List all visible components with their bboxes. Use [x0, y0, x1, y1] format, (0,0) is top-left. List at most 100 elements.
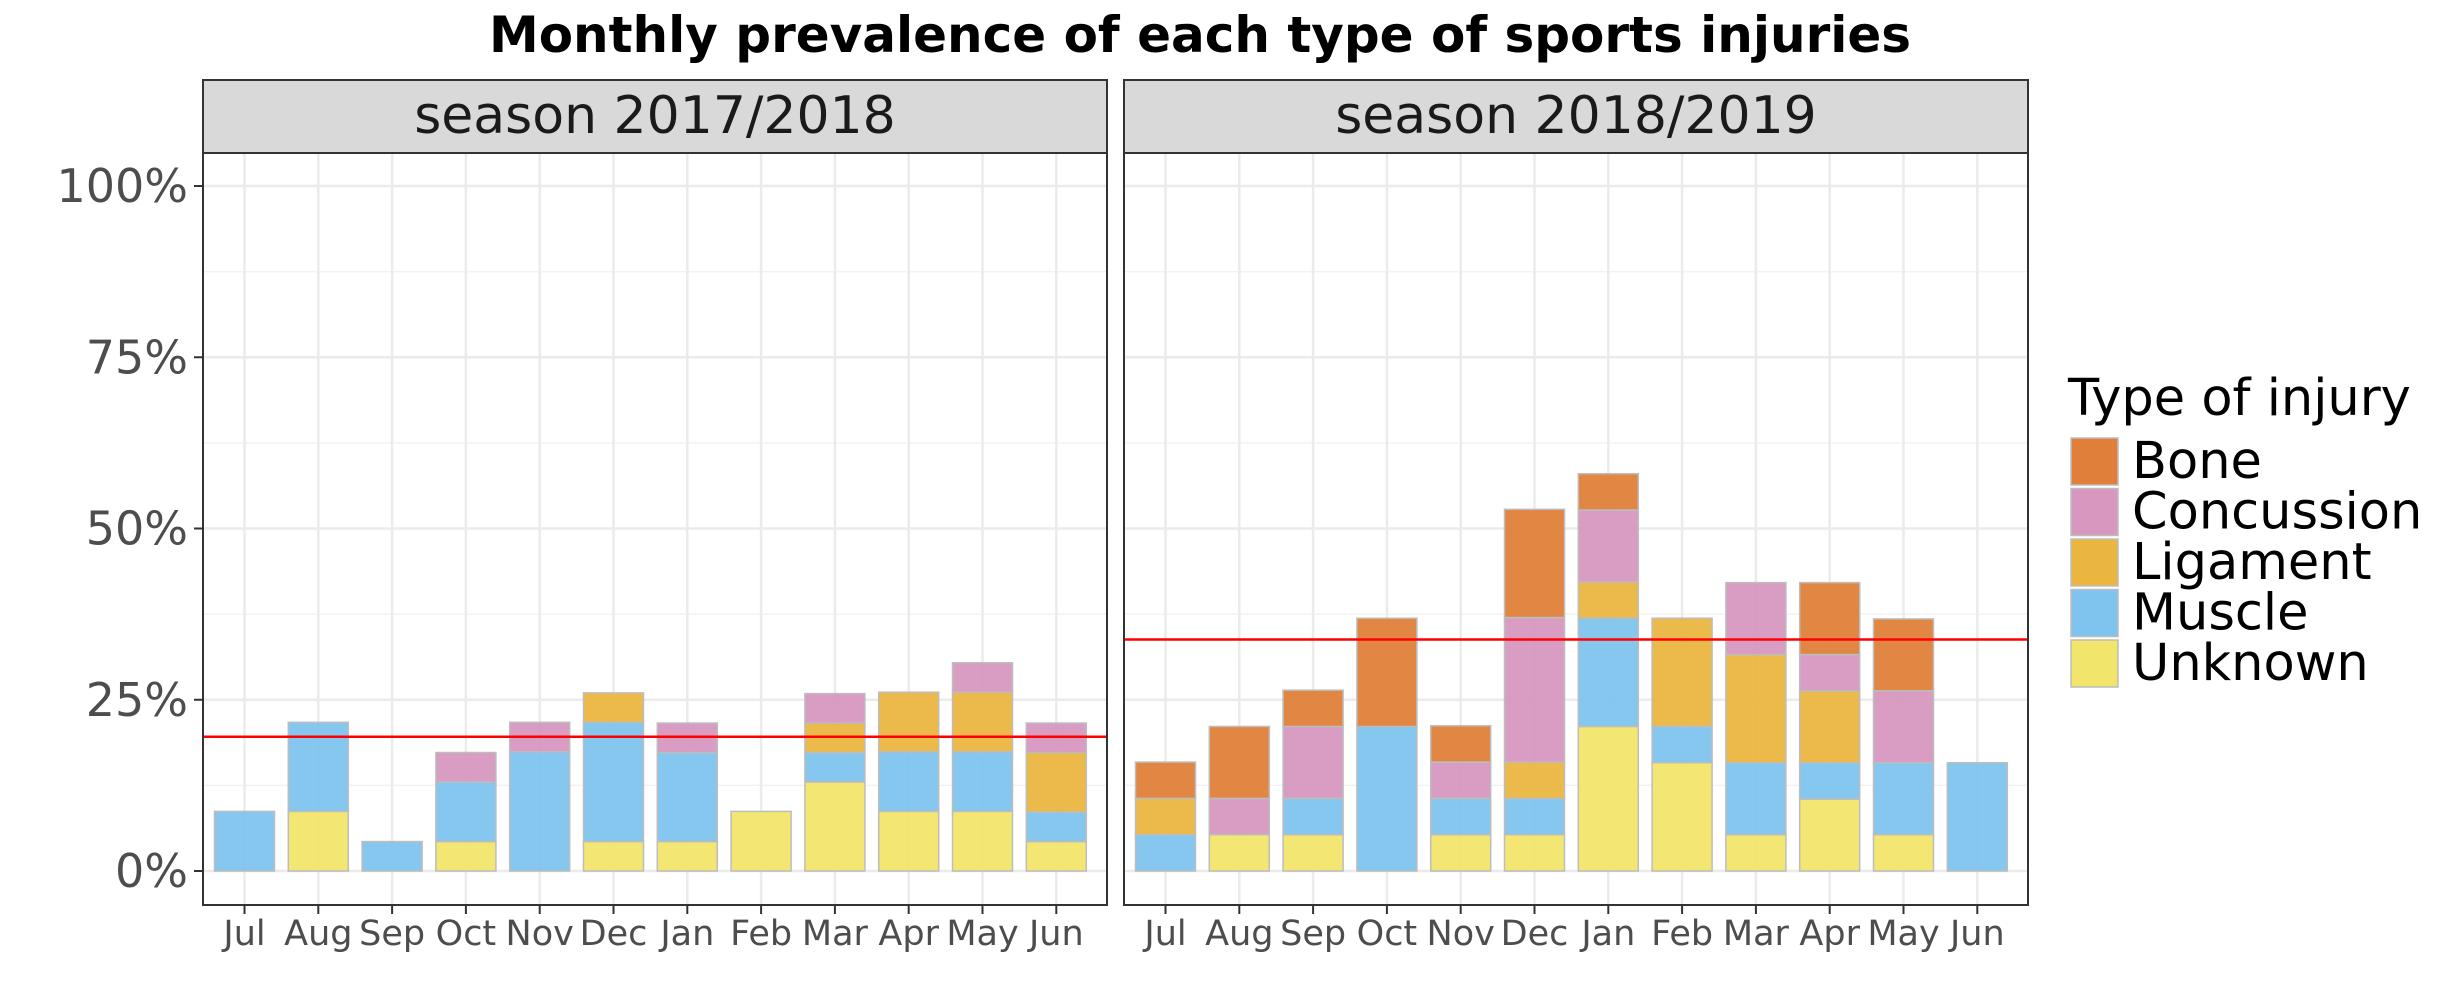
- bar-bone-nov: [1429, 725, 1492, 763]
- bar-unknown-apr: [1798, 798, 1861, 872]
- bar-ligament-apr: [1798, 690, 1861, 764]
- bar-concussion-mar: [804, 692, 866, 724]
- y-tick-label: 25%: [86, 673, 188, 727]
- bar-ligament-jan: [1577, 581, 1640, 619]
- bar-unknown-jan: [656, 840, 719, 872]
- legend-label-muscle: Muscle: [2132, 584, 2308, 643]
- bar-muscle-oct: [1356, 725, 1418, 872]
- x-tick-label: Jul: [1142, 914, 1186, 954]
- y-tick-label: 50%: [86, 502, 188, 556]
- x-tick-label: Dec: [1501, 914, 1569, 954]
- x-tick-label: Jan: [658, 914, 714, 954]
- legend-label-unknown: Unknown: [2132, 634, 2369, 693]
- x-tick-label: Jun: [1948, 914, 2005, 954]
- y-tick-label: 75%: [86, 330, 188, 384]
- bar-muscle-dec: [582, 721, 645, 843]
- bar-unknown-jun: [1025, 840, 1088, 872]
- bar-muscle-oct: [435, 781, 497, 843]
- bar-muscle-may: [951, 751, 1014, 813]
- x-tick-label: Nov: [506, 914, 574, 954]
- x-tick-label: Oct: [436, 914, 497, 954]
- bar-muscle-feb: [1651, 725, 1713, 764]
- bar-bone-sep: [1282, 689, 1344, 728]
- bar-unknown-sep: [1282, 833, 1344, 872]
- bar-concussion-dec: [1503, 616, 1566, 763]
- x-tick-label: May: [946, 914, 1018, 954]
- bar-muscle-mar: [804, 751, 866, 783]
- x-tick-label: Sep: [1280, 914, 1346, 954]
- x-tick-label: Jul: [221, 914, 265, 954]
- bar-concussion-may: [1872, 690, 1935, 764]
- bar-bone-may: [1872, 618, 1935, 692]
- bar-ligament-mar: [1725, 653, 1787, 764]
- x-tick-label: Dec: [580, 914, 648, 954]
- bar-ligament-apr: [877, 691, 940, 753]
- bar-unknown-aug: [287, 810, 350, 872]
- bar-ligament-jun: [1025, 751, 1088, 813]
- legend-title: Type of injury: [2067, 369, 2411, 428]
- bar-unknown-oct: [435, 840, 497, 872]
- panel-2: season 2018/2019 Jul Aug Sep Oct Nov Dec Jan Feb…: [1123, 79, 2029, 954]
- legend: Type of injuryBoneConcussionLigamentMusc…: [2067, 369, 2422, 693]
- bar-muscle-apr: [1798, 762, 1861, 800]
- legend-key-unknown: [2070, 639, 2119, 688]
- bar-concussion-mar: [1725, 581, 1787, 656]
- facet-strip: [1123, 79, 2029, 154]
- legend-key-bone: [2070, 437, 2119, 486]
- x-tick-label: Mar: [1723, 914, 1790, 954]
- legend-label-bone: Bone: [2132, 432, 2262, 491]
- legend-key-muscle: [2070, 588, 2119, 638]
- bar-concussion-aug: [1208, 797, 1271, 836]
- x-tick-label: Aug: [1205, 914, 1273, 954]
- x-tick-label: Nov: [1427, 914, 1495, 954]
- x-tick-label: Feb: [730, 914, 792, 954]
- y-axis: 0% 25% 50% 75% 100%: [56, 159, 203, 898]
- x-tick-label: Aug: [284, 914, 352, 954]
- bar-concussion-may: [951, 662, 1014, 693]
- y-tick-label: 100%: [56, 159, 188, 213]
- bar-muscle-mar: [1725, 762, 1787, 836]
- bar-unknown-feb: [1651, 762, 1713, 872]
- legend-key-ligament: [2070, 538, 2119, 587]
- bar-muscle-jul: [1134, 833, 1197, 872]
- bar-unknown-aug: [1208, 833, 1271, 872]
- bar-unknown-apr: [877, 810, 940, 872]
- legend-key-concussion: [2070, 487, 2119, 537]
- bar-unknown-mar: [1725, 833, 1787, 872]
- x-tick-label: Oct: [1357, 914, 1418, 954]
- bar-muscle-sep: [1282, 797, 1344, 836]
- bar-muscle-jan: [656, 751, 719, 843]
- bar-concussion-apr: [1798, 653, 1861, 692]
- bar-unknown-nov: [1429, 833, 1492, 872]
- legend-label-concussion: Concussion: [2132, 483, 2422, 542]
- chart-title: Monthly prevalence of each type of sport…: [489, 6, 1911, 64]
- x-tick-label: Apr: [1799, 914, 1860, 954]
- bar-unknown-may: [951, 810, 1014, 872]
- bar-muscle-may: [1872, 762, 1935, 836]
- bar-bone-jul: [1134, 761, 1197, 800]
- bar-unknown-may: [1872, 833, 1935, 872]
- bar-muscle-sep: [361, 840, 423, 872]
- bar-ligament-may: [951, 691, 1014, 753]
- bar-bone-oct: [1356, 617, 1418, 728]
- x-tick-label: Jun: [1027, 914, 1084, 954]
- bar-muscle-dec: [1503, 797, 1566, 836]
- bar-unknown-dec: [582, 840, 645, 872]
- facet-strip-label: season 2017/2018: [414, 86, 896, 146]
- bar-muscle-jul: [213, 810, 276, 872]
- bar-unknown-dec: [1503, 833, 1566, 872]
- bar-concussion-nov: [1429, 761, 1492, 800]
- bar-muscle-jun: [1025, 811, 1088, 843]
- bar-bone-aug: [1208, 725, 1271, 800]
- facet-strip: [202, 79, 1108, 154]
- bar-muscle-nov: [508, 751, 571, 872]
- x-tick-label: Jan: [1579, 914, 1635, 954]
- bar-muscle-jun: [1946, 762, 2009, 872]
- bar-unknown-jan: [1577, 725, 1640, 872]
- bar-concussion-sep: [1282, 725, 1344, 800]
- bar-unknown-mar: [804, 781, 866, 872]
- legend-label-ligament: Ligament: [2132, 533, 2372, 592]
- bar-muscle-jan: [1577, 617, 1640, 728]
